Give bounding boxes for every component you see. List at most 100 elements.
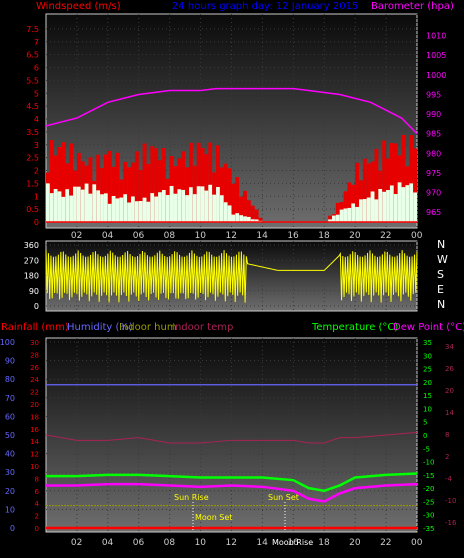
rain-axis-title: Rainfall (mm) (1, 322, 69, 333)
avg-wind-bar (366, 197, 371, 222)
avg-wind-bar (188, 187, 193, 222)
gust-bar (343, 191, 348, 222)
gust-bar (154, 148, 159, 222)
indoor-temp-tick-label: 2 (445, 453, 449, 461)
avg-wind-bar (123, 194, 128, 222)
avg-wind-bar (154, 196, 159, 222)
indoor-temp-tick-label: -4 (445, 475, 453, 483)
gust-bar (258, 217, 263, 222)
gust-bar (127, 167, 132, 222)
avg-wind-bar (254, 219, 259, 222)
temperature-tick-label: -30 (423, 512, 434, 520)
avg-wind-bar (53, 189, 58, 222)
gust-bar (150, 146, 155, 222)
rain-tick-label: 16 (30, 426, 39, 434)
compass-letter: S (437, 268, 444, 281)
x-tick-label-bottom: 00 (411, 538, 423, 548)
gust-bar (49, 140, 54, 222)
avg-wind-bar (250, 219, 255, 222)
avg-wind-bar (69, 195, 74, 222)
temperature-tick-label: -35 (423, 525, 434, 533)
gust-bar (335, 202, 340, 222)
windspeed-tick-label: 6.5 (26, 51, 39, 60)
avg-wind-bar (96, 190, 101, 222)
avg-wind-bar (382, 191, 387, 222)
x-tick-label-bottom: 22 (380, 538, 391, 548)
avg-wind-bar (177, 189, 182, 222)
gust-bar (219, 167, 224, 222)
avg-wind-bar (46, 183, 50, 222)
x-tick-label-top: 06 (133, 231, 145, 241)
rain-tick-label: 6 (35, 488, 40, 496)
avg-wind-bar (393, 194, 398, 222)
gust-bar (158, 160, 162, 222)
avg-wind-bar (158, 192, 162, 222)
gust-bar (181, 151, 186, 222)
windspeed-tick-label: 2 (34, 167, 39, 176)
gust-bar (250, 205, 255, 222)
temperature-tick-label: -20 (423, 485, 434, 493)
barometer-tick-label: 965 (426, 208, 441, 217)
avg-wind-bar (103, 193, 108, 222)
gust-bar (192, 165, 197, 222)
windspeed-tick-label: 7 (34, 38, 39, 47)
avg-wind-bar (413, 192, 417, 222)
gust-bar (246, 200, 251, 222)
avg-wind-bar (165, 195, 170, 222)
humidity-tick-label: 70 (5, 394, 15, 403)
gust-bar (362, 158, 367, 222)
indoor-temp-tick-label: 20 (445, 387, 454, 395)
moonrise-label: Moon Rise (272, 538, 313, 547)
windspeed-axis-title: Windspeed (m/s) (36, 1, 121, 12)
temperature-tick-label: 30 (423, 352, 432, 360)
avg-wind-bar (49, 193, 54, 222)
avg-wind-bar (231, 214, 236, 222)
x-tick-label-bottom: 08 (164, 538, 176, 548)
sunset-label: Sun Set (268, 493, 299, 502)
wind-direction-line (45, 250, 418, 303)
humidity-tick-label: 20 (5, 487, 15, 496)
rain-tick-label: 10 (30, 463, 39, 471)
temperature-tick-label: -5 (423, 445, 430, 453)
barometer-tick-label: 1010 (426, 32, 446, 41)
avg-wind-bar (239, 215, 244, 222)
avg-wind-bar (196, 186, 201, 222)
gust-bar (351, 184, 356, 222)
rain-tick-label: 12 (30, 451, 39, 459)
avg-wind-bar (127, 202, 132, 222)
indoor-temp-tick-label: -16 (445, 519, 457, 527)
humidity-tick-label: 10 (5, 505, 15, 514)
x-tick-label-top: 04 (102, 231, 114, 241)
x-tick-label-bottom: 20 (349, 538, 361, 548)
avg-wind-bar (223, 202, 228, 222)
barometer-tick-label: 985 (426, 130, 441, 139)
dewpoint-line (46, 482, 418, 503)
avg-wind-bar (169, 185, 174, 222)
rain-tick-label: 22 (30, 389, 39, 397)
avg-wind-bar (374, 199, 379, 222)
gust-bar (200, 148, 205, 222)
wind-pressure-marks (45, 87, 418, 223)
gust-bar (409, 135, 414, 222)
temperature-tick-label: 0 (423, 432, 427, 440)
temperature-tick-label: -10 (423, 459, 434, 467)
dewpoint-axis-title: Dew Point (°C) (393, 322, 464, 333)
barometer-line (45, 87, 418, 135)
avg-wind-bar (335, 214, 340, 222)
gust-bar (382, 140, 387, 222)
sunrise-label: Sun Rise (174, 493, 209, 502)
x-tick-label-bottom: 10 (195, 538, 207, 548)
compass-letter: N (437, 298, 445, 311)
windspeed-tick-label: 4.5 (26, 102, 39, 111)
humidity-tick-label: 50 (5, 431, 15, 440)
avg-wind-bar (80, 189, 85, 222)
rain-tick-label: 14 (30, 438, 39, 446)
avg-wind-bar (192, 194, 197, 222)
avg-wind-bar (131, 196, 135, 222)
windspeed-tick-label: 1 (34, 192, 39, 201)
barometer-tick-label: 990 (426, 110, 441, 119)
temperature-marks (45, 384, 418, 530)
avg-wind-bar (359, 199, 363, 222)
temperature-tick-label: 20 (423, 379, 432, 387)
